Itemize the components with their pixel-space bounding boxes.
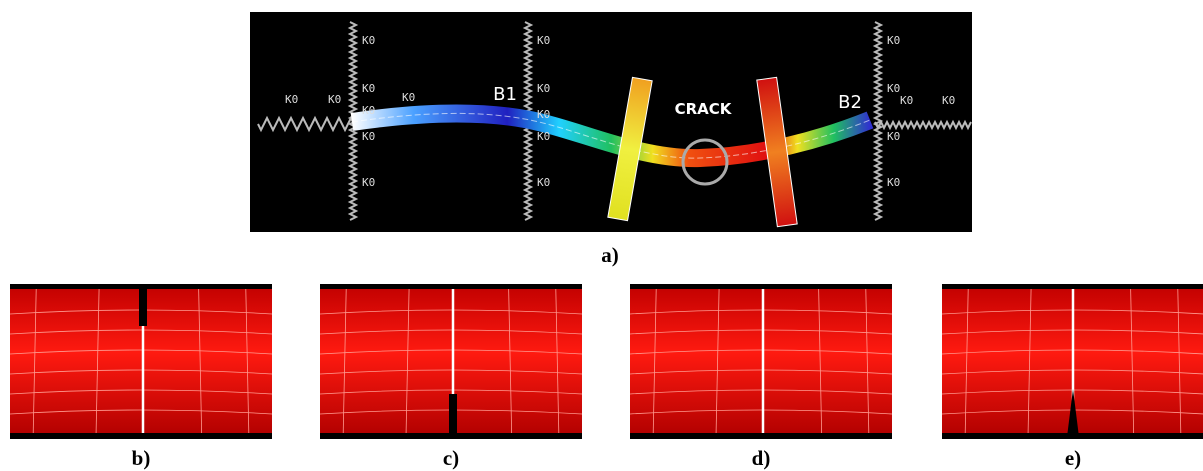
- spring-label: K0: [537, 82, 550, 95]
- panel-edge: [10, 433, 272, 439]
- spring-label: K0: [362, 104, 375, 117]
- spring-label: K0: [887, 82, 900, 95]
- caption: c): [443, 446, 459, 470]
- spring-label: K0: [900, 94, 913, 107]
- panel-edge: [630, 284, 892, 289]
- panel-background: [630, 284, 892, 437]
- bearing-label: B1: [493, 84, 517, 105]
- caption: e): [1065, 446, 1081, 470]
- spring-label: K0: [362, 176, 375, 189]
- panel-edge: [320, 284, 582, 289]
- spring-label: K0: [537, 130, 550, 143]
- spring-label: K0: [887, 130, 900, 143]
- spring-label: K0: [362, 130, 375, 143]
- spring-label: K0: [887, 176, 900, 189]
- caption: a): [601, 243, 619, 267]
- bearing-label: B2: [838, 92, 862, 113]
- spring-label: K0: [362, 82, 375, 95]
- crack-opening: [449, 394, 457, 437]
- caption: b): [132, 446, 151, 470]
- crack-opening: [139, 284, 147, 326]
- spring-label: K0: [537, 108, 550, 121]
- spring-label: K0: [537, 34, 550, 47]
- crack-label: CRACK: [675, 100, 733, 118]
- spring-label: K0: [285, 93, 298, 106]
- spring-label: K0: [328, 93, 341, 106]
- panel-edge: [630, 433, 892, 439]
- spring-label: K0: [362, 34, 375, 47]
- caption: d): [752, 446, 771, 470]
- figure: B1 B2 CRACK a) K0K0K0K0K0K0K0K0K0K0K0K0K…: [0, 0, 1203, 471]
- panel-edge: [942, 284, 1203, 289]
- spring-label: K0: [402, 91, 415, 104]
- spring-label: K0: [887, 34, 900, 47]
- spring-label: K0: [537, 176, 550, 189]
- spring-label: K0: [942, 94, 955, 107]
